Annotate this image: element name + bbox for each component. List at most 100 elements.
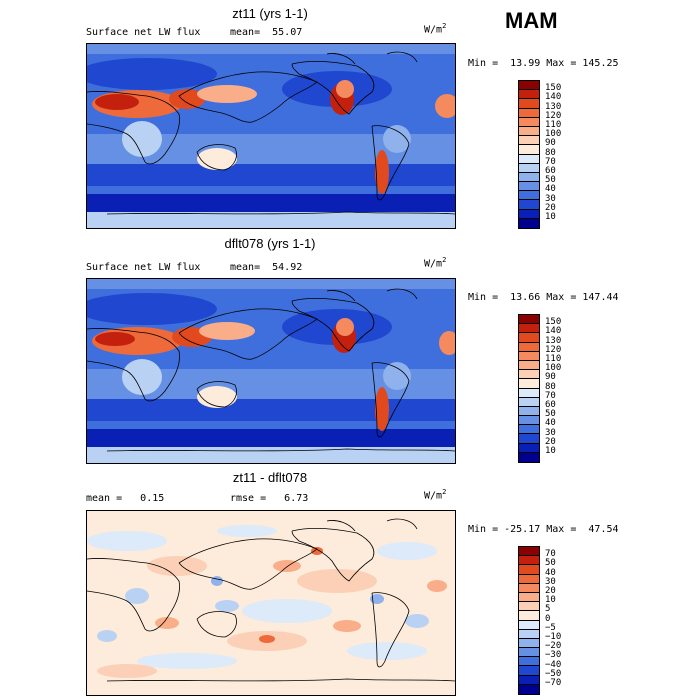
- colorbar-label: 30: [545, 576, 556, 587]
- colorbar-label: 5: [545, 604, 551, 615]
- colorbar-label: 40: [545, 567, 556, 578]
- colorbar-swatch: [519, 620, 539, 630]
- colorbar-label: −5: [545, 622, 556, 633]
- colorbar-swatch: [519, 218, 539, 228]
- panel-1-title: zt11 (yrs 1-1): [232, 6, 308, 21]
- colorbar-label: 140: [545, 92, 562, 103]
- colorbar-label: 110: [545, 354, 562, 364]
- colorbar-swatch: [519, 351, 539, 361]
- colorbar-label: 10: [545, 212, 556, 222]
- colorbar-swatch: [519, 547, 539, 557]
- colorbar-swatch: [519, 638, 539, 649]
- colorbar-swatch: [519, 592, 539, 603]
- colorbar-label: 50: [545, 175, 556, 186]
- colorbar-label: 40: [545, 418, 556, 429]
- colorbar-swatch: [519, 200, 539, 210]
- colorbar-label: 40: [545, 184, 556, 195]
- panel-3-units: W/m2: [424, 488, 447, 502]
- colorbar-swatch: [519, 574, 539, 584]
- panel-1-units: W/m2: [424, 22, 447, 36]
- panel-2-title: dflt078 (yrs 1-1): [224, 236, 316, 251]
- colorbar-swatch: [519, 388, 539, 398]
- colorbar-swatch: [519, 397, 539, 407]
- colorbar-label: 20: [545, 436, 556, 447]
- panel-2-map: [86, 278, 456, 464]
- season-title: MAM: [505, 8, 558, 33]
- panel-2-colorbar: [518, 314, 540, 463]
- colorbar-swatch: [519, 333, 539, 343]
- panel-1-variable-label: Surface net LW flux: [86, 27, 201, 38]
- colorbar-swatch: [519, 172, 539, 183]
- colorbar-swatch: [519, 556, 539, 566]
- panel-3-map: [86, 510, 456, 696]
- colorbar-label: 110: [545, 120, 562, 130]
- colorbar-label: 90: [545, 138, 556, 149]
- panel-1-colorbar: [518, 80, 540, 229]
- colorbar-label: 140: [545, 326, 562, 337]
- colorbar-swatch: [519, 108, 539, 118]
- panel-3-minmax: Min = -25.17 Max = 47.54: [468, 524, 619, 535]
- panel-1-map: [86, 43, 456, 229]
- colorbar-label: 20: [545, 202, 556, 213]
- colorbar-label: 20: [545, 586, 556, 596]
- colorbar-swatch: [519, 145, 539, 155]
- colorbar-swatch: [519, 136, 539, 146]
- colorbar-label: 70: [545, 390, 556, 401]
- colorbar-swatch: [519, 163, 539, 173]
- panel-3-title: zt11 - dflt078: [232, 470, 308, 485]
- colorbar-swatch: [519, 416, 539, 426]
- colorbar-swatch: [519, 648, 539, 658]
- colorbar-swatch: [519, 126, 539, 137]
- colorbar-swatch: [519, 182, 539, 192]
- colorbar-swatch: [519, 406, 539, 417]
- colorbar-swatch: [519, 425, 539, 435]
- colorbar-swatch: [519, 90, 539, 100]
- colorbar-label: −70: [545, 678, 562, 688]
- colorbar-swatch: [519, 324, 539, 334]
- colorbar-swatch: [519, 315, 539, 325]
- colorbar-label: −10: [545, 632, 562, 642]
- colorbar-swatch: [519, 379, 539, 389]
- colorbar-swatch: [519, 657, 539, 667]
- colorbar-label: 30: [545, 193, 556, 204]
- colorbar-swatch: [519, 666, 539, 676]
- colorbar-label: 150: [545, 317, 562, 328]
- colorbar-label: 100: [545, 363, 562, 374]
- colorbar-label: 0: [545, 613, 551, 624]
- colorbar-label: 90: [545, 372, 556, 383]
- colorbar-label: 80: [545, 381, 556, 392]
- panel-1-minmax: Min = 13.99 Max = 145.25: [468, 58, 619, 69]
- colorbar-label: 130: [545, 101, 562, 112]
- colorbar-swatch: [519, 434, 539, 444]
- colorbar-label: −50: [545, 668, 562, 679]
- colorbar-label: 30: [545, 427, 556, 438]
- colorbar-swatch: [519, 684, 539, 694]
- colorbar-label: 60: [545, 400, 556, 410]
- colorbar-label: 80: [545, 147, 556, 158]
- colorbar-swatch: [519, 342, 539, 352]
- panel-3-colorbar: [518, 546, 540, 695]
- colorbar-label: 70: [545, 156, 556, 167]
- colorbar-swatch: [519, 117, 539, 127]
- colorbar-swatch: [519, 209, 539, 219]
- colorbar-swatch: [519, 565, 539, 575]
- colorbar-label: 60: [545, 166, 556, 176]
- panel-2-mean-label: mean= 54.92: [230, 262, 303, 273]
- colorbar-swatch: [519, 629, 539, 639]
- colorbar-swatch: [519, 81, 539, 91]
- colorbar-label: 50: [545, 558, 556, 569]
- colorbar-swatch: [519, 99, 539, 109]
- colorbar-swatch: [519, 370, 539, 380]
- colorbar-label: −30: [545, 650, 562, 661]
- panel-2-minmax: Min = 13.66 Max = 147.44: [468, 292, 619, 303]
- panel-2-units: W/m2: [424, 256, 447, 270]
- colorbar-label: 50: [545, 409, 556, 420]
- colorbar-label: 100: [545, 129, 562, 140]
- colorbar-swatch: [519, 611, 539, 621]
- colorbar-swatch: [519, 452, 539, 462]
- colorbar-swatch: [519, 443, 539, 453]
- colorbar-label: 130: [545, 335, 562, 346]
- colorbar-label: 120: [545, 344, 562, 355]
- colorbar-label: −20: [545, 641, 562, 652]
- colorbar-label: 70: [545, 549, 556, 560]
